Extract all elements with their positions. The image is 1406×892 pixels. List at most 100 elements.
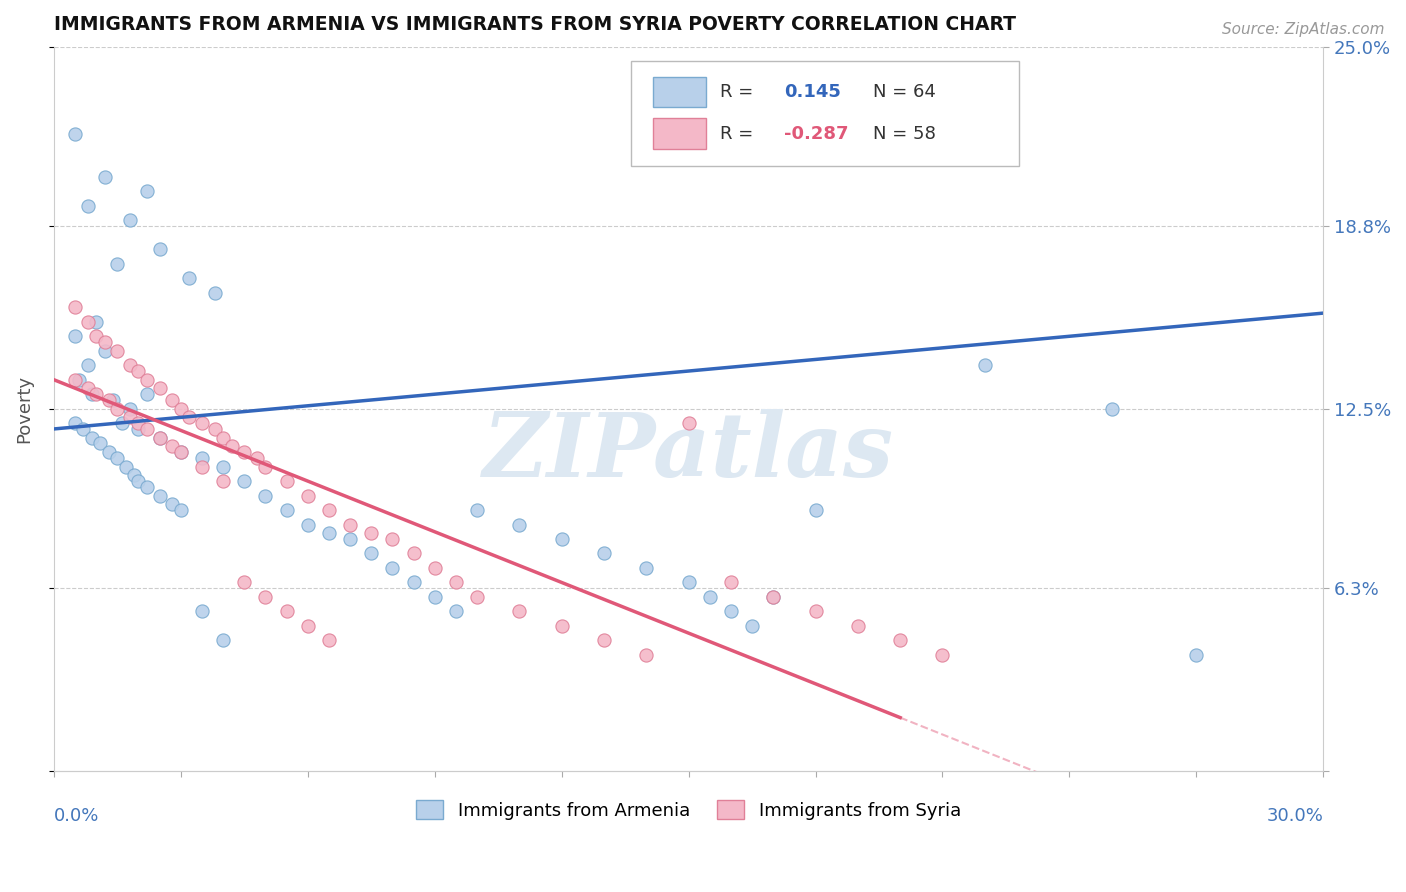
Point	[149, 431, 172, 445]
Point	[170, 503, 193, 517]
Point	[297, 619, 319, 633]
Point	[360, 546, 382, 560]
Text: ZIPatlas: ZIPatlas	[484, 409, 894, 495]
Point	[93, 334, 115, 349]
Point	[118, 213, 141, 227]
Point	[93, 343, 115, 358]
Point	[84, 387, 107, 401]
Point	[762, 590, 785, 604]
Point	[204, 285, 226, 300]
Point	[276, 474, 298, 488]
Point	[889, 633, 911, 648]
Point	[149, 431, 172, 445]
Point	[254, 590, 277, 604]
Point	[297, 489, 319, 503]
Point	[636, 561, 658, 575]
Point	[127, 416, 149, 430]
Point	[63, 373, 86, 387]
Point	[127, 474, 149, 488]
Point	[170, 401, 193, 416]
Point	[233, 474, 256, 488]
Text: 0.145: 0.145	[783, 83, 841, 102]
Point	[136, 422, 159, 436]
Point	[444, 604, 467, 618]
Point	[93, 169, 115, 184]
Point	[423, 561, 446, 575]
Text: 0.0%: 0.0%	[53, 807, 100, 825]
Point	[63, 416, 86, 430]
Point	[204, 422, 226, 436]
Point	[339, 532, 361, 546]
Point	[105, 401, 128, 416]
Point	[212, 633, 235, 648]
Point	[191, 416, 214, 430]
Point	[105, 343, 128, 358]
Point	[593, 633, 616, 648]
Point	[212, 459, 235, 474]
Point	[254, 489, 277, 503]
Point	[149, 243, 172, 257]
Point	[118, 401, 141, 416]
Point	[76, 381, 98, 395]
Point	[444, 575, 467, 590]
Point	[76, 358, 98, 372]
Point	[170, 445, 193, 459]
Point	[720, 575, 742, 590]
Point	[931, 648, 953, 662]
Point	[105, 450, 128, 465]
Point	[762, 590, 785, 604]
Point	[101, 392, 124, 407]
Point	[127, 364, 149, 378]
Point	[114, 459, 136, 474]
Bar	[652, 119, 706, 149]
Point	[1101, 401, 1123, 416]
Point	[97, 392, 120, 407]
Point	[846, 619, 869, 633]
Point	[508, 604, 530, 618]
Point	[318, 633, 340, 648]
Point	[136, 185, 159, 199]
Point	[191, 604, 214, 618]
Point	[80, 431, 103, 445]
Point	[402, 546, 425, 560]
Point	[804, 604, 827, 618]
Point	[741, 619, 763, 633]
Point	[136, 480, 159, 494]
Point	[118, 410, 141, 425]
Point	[162, 439, 184, 453]
Point	[63, 329, 86, 343]
Point	[118, 358, 141, 372]
Point	[191, 450, 214, 465]
Point	[1185, 648, 1208, 662]
Point	[76, 199, 98, 213]
Point	[149, 381, 172, 395]
Bar	[652, 77, 706, 107]
Point	[465, 503, 488, 517]
Point	[179, 410, 201, 425]
Point	[233, 575, 256, 590]
Point	[149, 489, 172, 503]
Point	[465, 590, 488, 604]
Point	[593, 546, 616, 560]
Point	[360, 526, 382, 541]
Point	[127, 422, 149, 436]
Point	[170, 445, 193, 459]
Point	[63, 127, 86, 141]
Point	[402, 575, 425, 590]
Point	[804, 503, 827, 517]
Point	[550, 619, 572, 633]
Point	[246, 450, 269, 465]
Point	[339, 517, 361, 532]
Point	[276, 503, 298, 517]
Point	[191, 459, 214, 474]
Text: -0.287: -0.287	[783, 125, 848, 143]
Point	[84, 329, 107, 343]
Point	[76, 315, 98, 329]
Point	[212, 474, 235, 488]
Point	[318, 503, 340, 517]
Point	[67, 373, 90, 387]
Text: Source: ZipAtlas.com: Source: ZipAtlas.com	[1222, 22, 1385, 37]
Point	[381, 532, 404, 546]
Point	[212, 431, 235, 445]
Point	[80, 387, 103, 401]
